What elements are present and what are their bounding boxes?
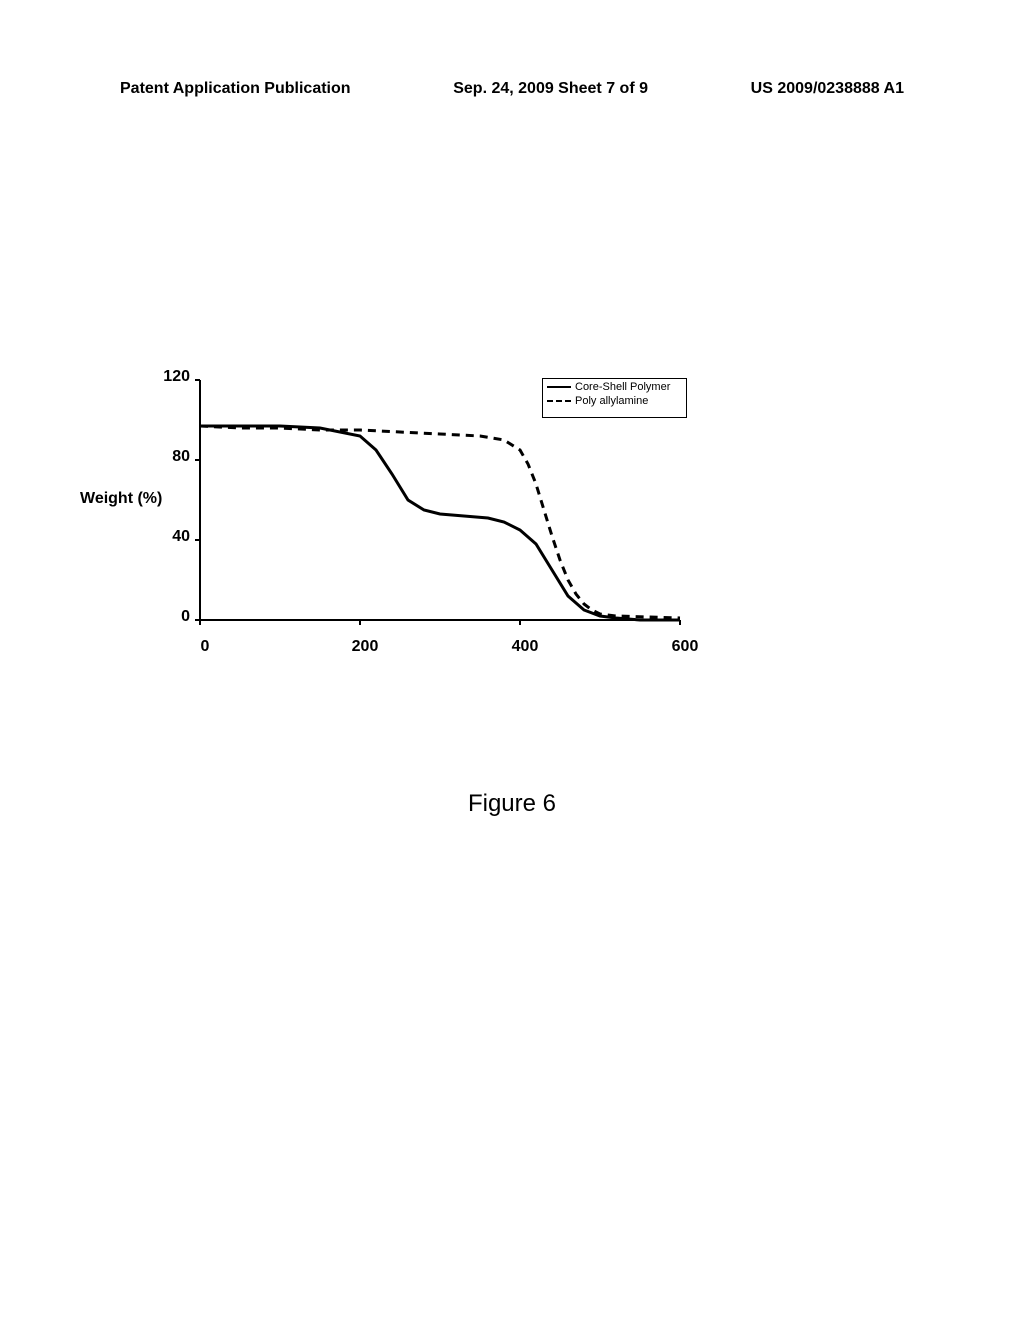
header-right: US 2009/0238888 A1 <box>751 80 904 98</box>
legend-item-core-shell: Core-Shell Polymer <box>547 381 682 393</box>
chart-legend: Core-Shell Polymer Poly allylamine <box>542 378 687 418</box>
y-axis-label: Weight (%) <box>80 490 162 508</box>
page-header: Patent Application Publication Sep. 24, … <box>0 80 1024 98</box>
line-core-shell <box>200 426 680 620</box>
line-poly-allylamine <box>200 426 680 618</box>
header-center: Sep. 24, 2009 Sheet 7 of 9 <box>453 80 648 98</box>
legend-line-solid <box>547 386 571 388</box>
legend-item-poly-allylamine: Poly allylamine <box>547 395 682 407</box>
header-left: Patent Application Publication <box>120 80 351 98</box>
legend-label-0: Core-Shell Polymer <box>575 381 670 393</box>
legend-line-dashed <box>547 400 571 402</box>
figure-caption: Figure 6 <box>0 790 1024 818</box>
legend-label-1: Poly allylamine <box>575 395 648 407</box>
